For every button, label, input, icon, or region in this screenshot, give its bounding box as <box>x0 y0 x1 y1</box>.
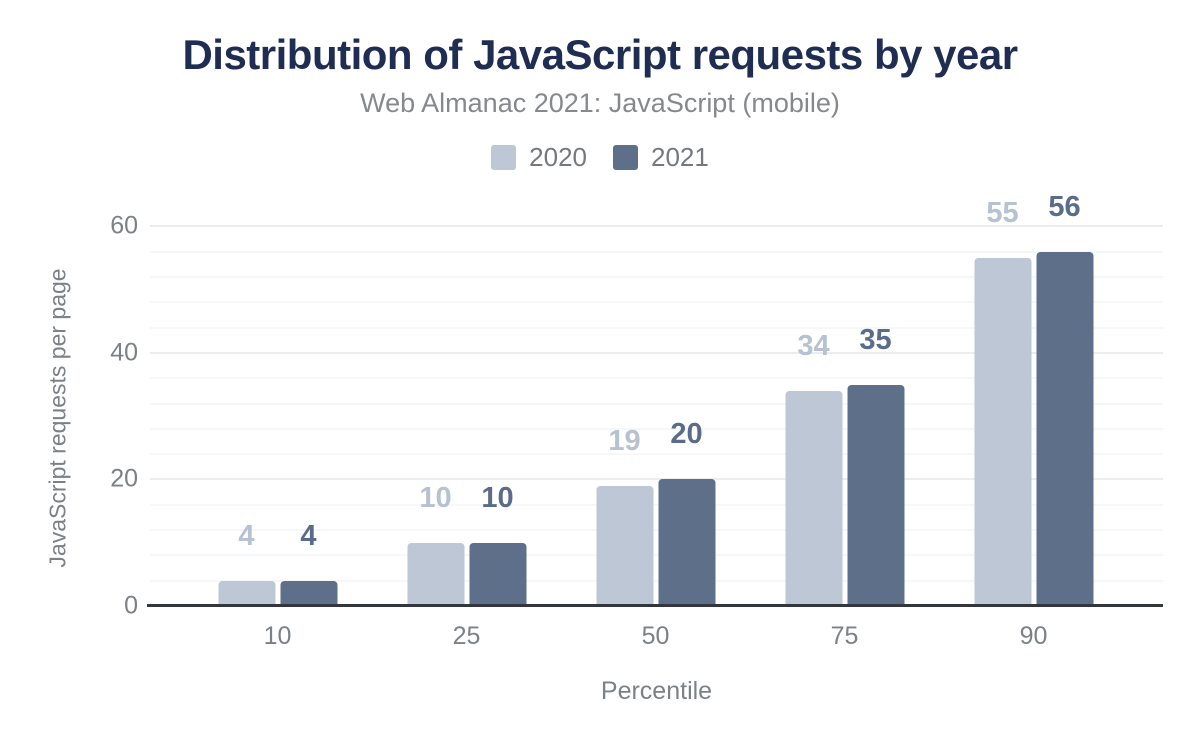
gridline-minor-48 <box>150 301 1163 304</box>
bar-value-2020-p10: 4 <box>238 519 255 552</box>
gridline-minor-56 <box>150 250 1163 253</box>
legend-label-2021: 2021 <box>651 142 709 172</box>
y-axis-title: JavaScript requests per page <box>44 268 71 568</box>
gridline-major-20 <box>150 478 1163 481</box>
x-axis-line <box>147 604 1163 607</box>
gridline-major-40 <box>150 351 1163 354</box>
chart-subtitle: Web Almanac 2021: JavaScript (mobile) <box>360 88 840 118</box>
bar-value-2020-p50: 19 <box>608 424 641 457</box>
bar-pair-25: 10 10 <box>407 483 526 606</box>
gridline-minor-24 <box>150 453 1163 456</box>
bar-2020-p25[interactable]: 10 <box>407 483 464 606</box>
bar-value-2021-p25: 10 <box>481 481 514 514</box>
legend-item-2021: 2021 <box>613 142 709 173</box>
bar-pair-90: 55 56 <box>974 192 1093 606</box>
gridline-minor-8 <box>150 554 1163 557</box>
bar-2021-p90[interactable]: 56 <box>1036 192 1093 606</box>
bar-value-2020-p75: 34 <box>797 329 830 362</box>
y-tick-0: 0 <box>124 591 138 620</box>
bar-2021-p25[interactable]: 10 <box>469 483 526 606</box>
bar-groups: 4 4 10 10 10 25 19 20 50 34 35 75 55 56 90 <box>183 192 1128 650</box>
gridline-minor-44 <box>150 326 1163 329</box>
bar-2020-p90[interactable]: 55 <box>974 199 1031 606</box>
y-tick-20: 20 <box>110 464 138 493</box>
x-axis-title: Percentile <box>600 677 713 705</box>
x-tick-50: 50 <box>641 622 670 650</box>
bar-group-50: 19 20 50 <box>561 205 750 650</box>
gridline-minor-36 <box>150 377 1163 380</box>
legend-swatch-2021-icon <box>613 145 638 170</box>
bar-2020-p75[interactable]: 34 <box>785 331 842 606</box>
gridline-minor-12 <box>150 529 1163 532</box>
bar-value-2021-p90: 56 <box>1048 190 1081 223</box>
bar-2021-p50[interactable]: 20 <box>658 420 715 606</box>
x-tick-10: 10 <box>263 622 292 650</box>
gridline-major-60 <box>150 225 1163 228</box>
plot-area: 4 4 10 10 10 25 19 20 50 34 35 75 55 56 90 <box>147 192 1163 650</box>
bar-value-2020-p25: 10 <box>419 481 452 514</box>
legend: 2020 2021 <box>0 142 1200 173</box>
bar-pair-75: 34 35 <box>785 325 904 606</box>
x-tick-25: 25 <box>452 622 481 650</box>
bar-2021-p10[interactable]: 4 <box>280 521 337 606</box>
bar-2020-p10[interactable]: 4 <box>218 521 275 606</box>
bar-value-2021-p50: 20 <box>670 418 703 451</box>
bar-2021-p75[interactable]: 35 <box>847 325 904 606</box>
x-tick-75: 75 <box>830 622 859 650</box>
legend-item-2020: 2020 <box>491 142 587 173</box>
gridline-minor-16 <box>150 503 1163 506</box>
bar-group-75: 34 35 75 <box>750 205 939 650</box>
legend-label-2020: 2020 <box>529 142 587 172</box>
x-tick-90: 90 <box>1019 622 1048 650</box>
bar-value-2021-p75: 35 <box>859 323 892 356</box>
bar-pair-50: 19 20 <box>596 420 715 606</box>
bar-group-90: 55 56 90 <box>939 192 1128 650</box>
gridline-minor-4 <box>150 579 1163 582</box>
gridline-minor-28 <box>150 427 1163 430</box>
gridline-minor-52 <box>150 276 1163 278</box>
y-tick-60: 60 <box>110 211 138 240</box>
bar-group-10: 4 4 10 <box>183 205 372 650</box>
bar-value-2021-p10: 4 <box>300 519 317 552</box>
bar-value-2020-p90: 55 <box>986 197 1019 230</box>
chart-title: Distribution of JavaScript requests by y… <box>182 31 1018 78</box>
gridline-minor-32 <box>150 402 1163 405</box>
legend-swatch-2020-icon <box>491 145 517 170</box>
bar-group-25: 10 10 25 <box>372 205 561 650</box>
y-tick-40: 40 <box>110 338 138 367</box>
bar-2020-p50[interactable]: 19 <box>596 426 653 606</box>
